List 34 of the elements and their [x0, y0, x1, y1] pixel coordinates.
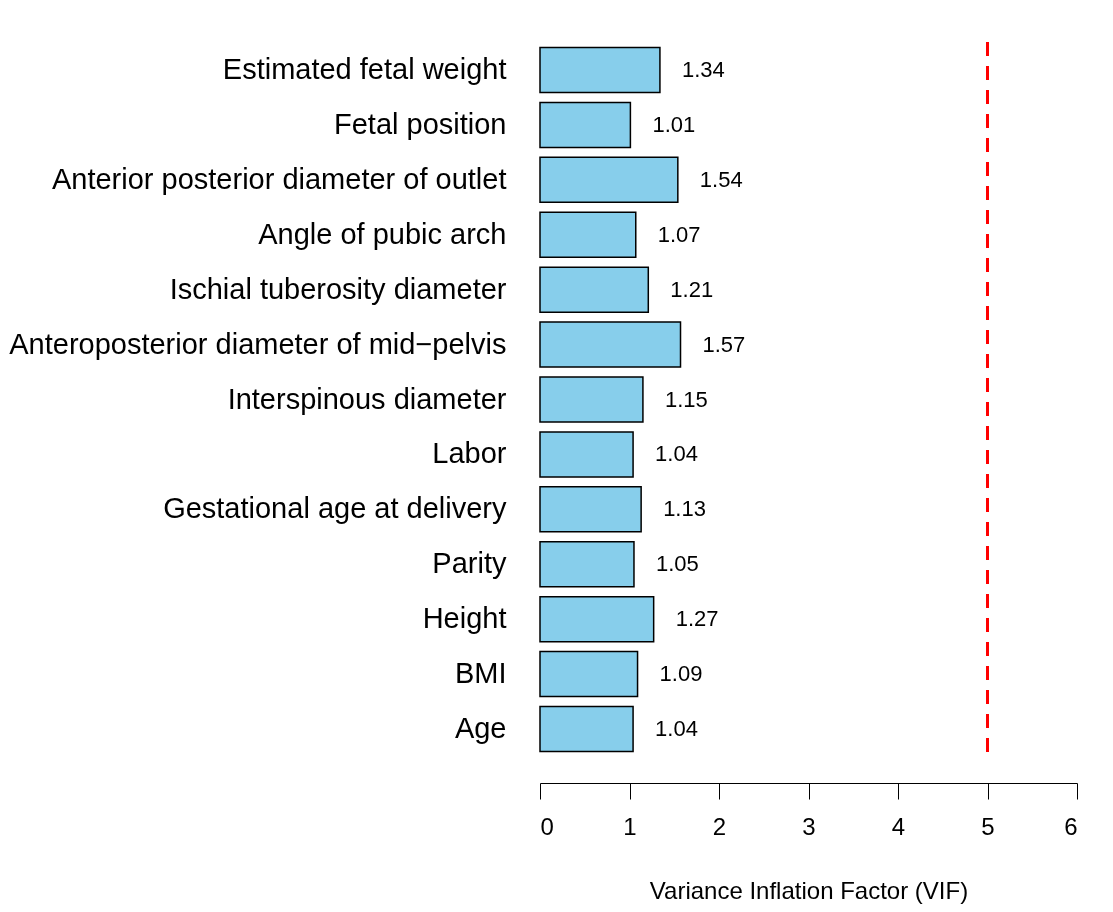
x-tick-label: 4 [891, 812, 906, 840]
data-label: 1.09 [659, 661, 703, 687]
y-tick-label: Estimated fetal weight [222, 53, 507, 86]
data-label: 1.05 [655, 551, 699, 577]
y-tick-label: Labor [432, 437, 507, 470]
y-tick-label: Gestational age at delivery [163, 492, 507, 525]
y-tick-label: Ischial tuberosity diameter [169, 272, 507, 305]
data-label: 1.04 [655, 715, 698, 741]
data-label: 1.54 [699, 166, 743, 192]
x-tick-label: 0 [540, 812, 554, 840]
y-tick-label: Anteroposterior diameter of mid−pelvis [9, 327, 507, 360]
data-label: 1.34 [681, 57, 725, 83]
data-label: 1.01 [652, 111, 696, 137]
x-tick-label: 5 [981, 812, 995, 840]
data-label: 1.04 [655, 441, 698, 467]
x-tick-label: 1 [623, 812, 637, 840]
x-axis-title: Variance Inflation Factor (VIF) [649, 876, 969, 904]
y-tick-label: Parity [432, 547, 507, 580]
y-tick-label: Interspinous diameter [227, 382, 507, 415]
data-label: 1.21 [670, 276, 714, 302]
data-label: 1.27 [675, 606, 719, 632]
data-label: 1.57 [702, 331, 746, 357]
data-label: 1.13 [663, 496, 706, 522]
data-label: 1.15 [664, 386, 708, 412]
y-tick-label: Height [422, 602, 507, 635]
data-label: 1.07 [657, 221, 701, 247]
y-tick-label: Fetal position [334, 107, 507, 140]
x-tick-label: 2 [712, 812, 727, 840]
y-tick-label: Age [454, 711, 507, 744]
x-tick-label: 3 [802, 812, 816, 840]
y-tick-label: BMI [454, 657, 507, 690]
y-tick-label: Anterior posterior diameter of outlet [51, 162, 507, 195]
x-tick-label: 6 [1064, 812, 1078, 840]
y-tick-label: Angle of pubic arch [258, 217, 507, 250]
